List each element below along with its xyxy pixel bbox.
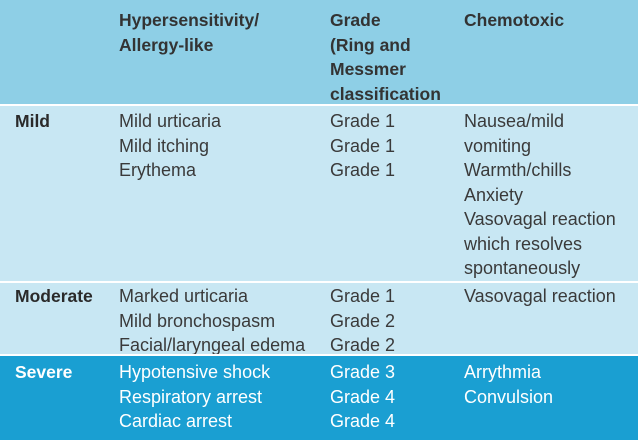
reactions-cell: Hypotensive shock Respiratory arrest Car… <box>119 360 270 434</box>
header-grade-line: Grade <box>330 10 381 30</box>
reactions-cell: Mild urticaria Mild itching Erythema <box>119 109 221 183</box>
reaction-item: Mild bronchospasm <box>119 310 276 331</box>
row-divider <box>0 104 638 106</box>
grades-cell: Grade 1 Grade 2 Grade 2 <box>330 284 395 358</box>
chemotoxic-item: Arrythmia <box>464 362 542 382</box>
table-row-moderate: Moderate Marked urticaria Mild bronchosp… <box>0 281 638 355</box>
reaction-item: Respiratory arrest <box>119 386 263 407</box>
table-row-severe: Severe Hypotensive shock Respiratory arr… <box>0 356 638 440</box>
row-divider <box>0 354 638 356</box>
header-hypersensitivity-line: Allergy-like <box>119 34 214 55</box>
reaction-item: Mild urticaria <box>119 111 222 131</box>
grade-item: Grade 1 <box>330 111 396 131</box>
header-hypersensitivity-line: Hypersensitivity/ <box>119 10 260 30</box>
chemotoxic-cell: Nausea/mild vomiting Warmth/chills Anxie… <box>464 109 616 281</box>
chemotoxic-item: Anxiety <box>464 184 524 205</box>
grade-item: Grade 3 <box>330 362 396 382</box>
row-divider <box>0 281 638 283</box>
severity-label: Moderate <box>15 286 93 306</box>
reaction-item: Cardiac arrest <box>119 411 233 431</box>
chemotoxic-item: Convulsion <box>464 386 554 407</box>
grade-item: Grade 2 <box>330 310 396 331</box>
header-grade-line: Messmer <box>330 59 406 79</box>
header-grade-line: classification <box>330 83 441 104</box>
chemotoxic-item: Nausea/mild <box>464 111 565 131</box>
grades-cell: Grade 3 Grade 4 Grade 4 <box>330 360 395 434</box>
grade-item: Grade 4 <box>330 386 396 407</box>
reaction-item: Mild itching <box>119 135 210 156</box>
reaction-item: Marked urticaria <box>119 286 249 306</box>
chemotoxic-item: Vasovagal reaction <box>464 209 616 229</box>
chemotoxic-item: Warmth/chills <box>464 160 572 180</box>
header-hypersensitivity: Hypersensitivity/ Allergy-like <box>119 8 259 57</box>
header-grade: Grade (Ring and Messmer classification <box>330 8 441 106</box>
reaction-item: Hypotensive shock <box>119 362 271 382</box>
reaction-item: Facial/laryngeal edema <box>119 335 306 355</box>
table-header-row: Hypersensitivity/ Allergy-like Grade (Ri… <box>0 0 638 105</box>
chemotoxic-item: spontaneously <box>464 258 581 278</box>
header-grade-line: (Ring and <box>330 34 411 55</box>
grade-item: Grade 2 <box>330 335 396 355</box>
grades-cell: Grade 1 Grade 1 Grade 1 <box>330 109 395 183</box>
grade-item: Grade 1 <box>330 135 396 156</box>
chemotoxic-item: Vasovagal reaction <box>464 286 616 306</box>
reaction-item: Erythema <box>119 160 197 180</box>
grade-item: Grade 1 <box>330 286 396 306</box>
table-row-mild: Mild Mild urticaria Mild itching Erythem… <box>0 105 638 281</box>
chemotoxic-item: which resolves <box>464 233 583 254</box>
header-chemotoxic-line: Chemotoxic <box>464 10 565 30</box>
chemotoxic-cell: Vasovagal reaction <box>464 284 616 309</box>
severity-label: Severe <box>15 362 73 382</box>
chemotoxic-cell: Arrythmia Convulsion <box>464 360 553 409</box>
reactions-cell: Marked urticaria Mild bronchospasm Facia… <box>119 284 305 358</box>
grade-item: Grade 1 <box>330 160 396 180</box>
chemotoxic-item: vomiting <box>464 135 532 156</box>
severity-label: Mild <box>15 111 50 131</box>
header-chemotoxic: Chemotoxic <box>464 8 564 33</box>
grade-item: Grade 4 <box>330 411 396 431</box>
